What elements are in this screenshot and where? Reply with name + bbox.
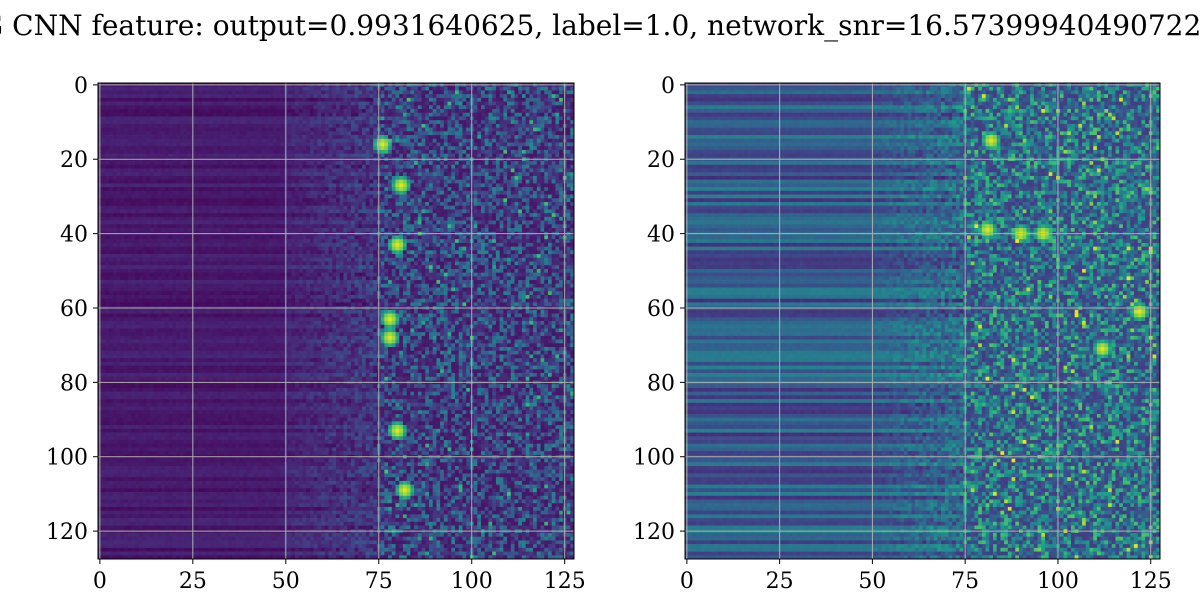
y-tick-label: 60: [647, 297, 675, 322]
x-tick-label: 25: [179, 569, 207, 594]
y-tick-label: 120: [46, 520, 88, 545]
y-tick-label: 100: [633, 446, 675, 471]
y-tick-label: 100: [46, 446, 88, 471]
y-axis-ticks-right: 0 20 40 60 80 100 120: [633, 74, 685, 545]
heatmap-image-left: [98, 83, 574, 559]
y-tick-label: 40: [60, 223, 88, 248]
x-tick-label: 50: [272, 569, 300, 594]
y-tick-label: 80: [647, 371, 675, 396]
y-tick-label: 20: [60, 148, 88, 173]
y-tick-label: 60: [60, 297, 88, 322]
x-tick-label: 50: [858, 569, 886, 594]
heatmap-image-right: [685, 83, 1160, 559]
x-tick-label: 0: [93, 569, 107, 594]
x-tick-label: 75: [365, 569, 393, 594]
x-tick-label: 75: [951, 569, 979, 594]
x-tick-label: 100: [1037, 569, 1079, 594]
y-tick-label: 20: [647, 148, 675, 173]
x-axis-ticks-right: 0 25 50 75 100 125: [680, 559, 1172, 594]
y-tick-label: 40: [647, 223, 675, 248]
y-axis-ticks-left: 0 20 40 60 80 100 120: [46, 74, 98, 545]
x-axis-ticks-left: 0 25 50 75 100 125: [93, 559, 586, 594]
y-tick-label: 0: [74, 74, 88, 99]
y-tick-label: 120: [633, 520, 675, 545]
heatmap-panel-left: 0 25 50 75 100 125 0 20 40 60 80 100 120: [46, 74, 586, 594]
x-tick-label: 125: [544, 569, 586, 594]
heatmap-panel-right: 0 25 50 75 100 125 0 20 40 60 80 100 120: [633, 74, 1172, 594]
x-tick-label: 125: [1130, 569, 1172, 594]
x-tick-label: 0: [680, 569, 694, 594]
y-tick-label: 80: [60, 371, 88, 396]
x-tick-label: 25: [766, 569, 794, 594]
y-tick-label: 0: [661, 74, 675, 99]
x-tick-label: 100: [451, 569, 493, 594]
